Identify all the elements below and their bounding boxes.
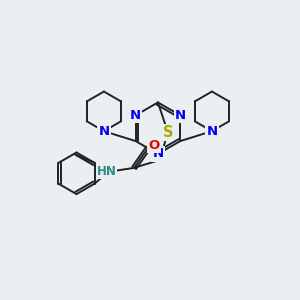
- Text: S: S: [163, 125, 173, 140]
- Text: O: O: [148, 139, 160, 152]
- Text: N: N: [152, 148, 164, 160]
- Text: HN: HN: [97, 165, 116, 178]
- Text: N: N: [206, 125, 218, 138]
- Text: N: N: [98, 125, 110, 138]
- Text: N: N: [175, 109, 186, 122]
- Text: N: N: [130, 109, 141, 122]
